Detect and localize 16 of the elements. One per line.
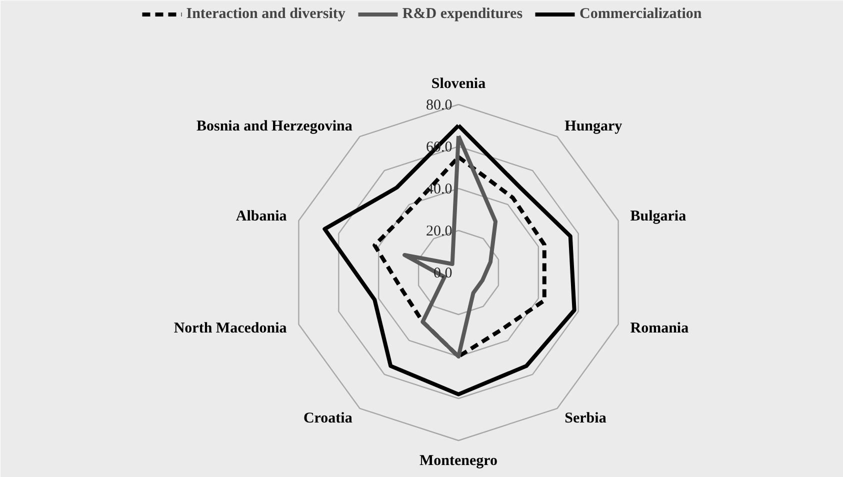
- spoke-label: North Macedonia: [174, 320, 288, 336]
- spoke-label: Albania: [236, 208, 288, 225]
- spoke-label: Bulgaria: [630, 208, 687, 225]
- legend-label: Commercialization: [580, 6, 702, 22]
- spoke-label: Bosnia and Herzegovina: [196, 118, 353, 134]
- spoke-label: Hungary: [564, 118, 623, 134]
- spoke-label: Croatia: [303, 410, 353, 427]
- legend-label: R&D expenditures: [402, 6, 523, 22]
- spoke-label: Slovenia: [431, 76, 486, 92]
- spoke-label: Romania: [630, 320, 690, 336]
- y-tick-label: 40.0: [426, 182, 452, 198]
- spoke-label: Serbia: [564, 410, 607, 427]
- y-tick-label: 20.0: [426, 224, 452, 240]
- legend-label: Interaction and diversity: [186, 6, 346, 22]
- spoke-label: Montenegro: [419, 453, 498, 470]
- y-tick-label: 80.0: [426, 98, 452, 114]
